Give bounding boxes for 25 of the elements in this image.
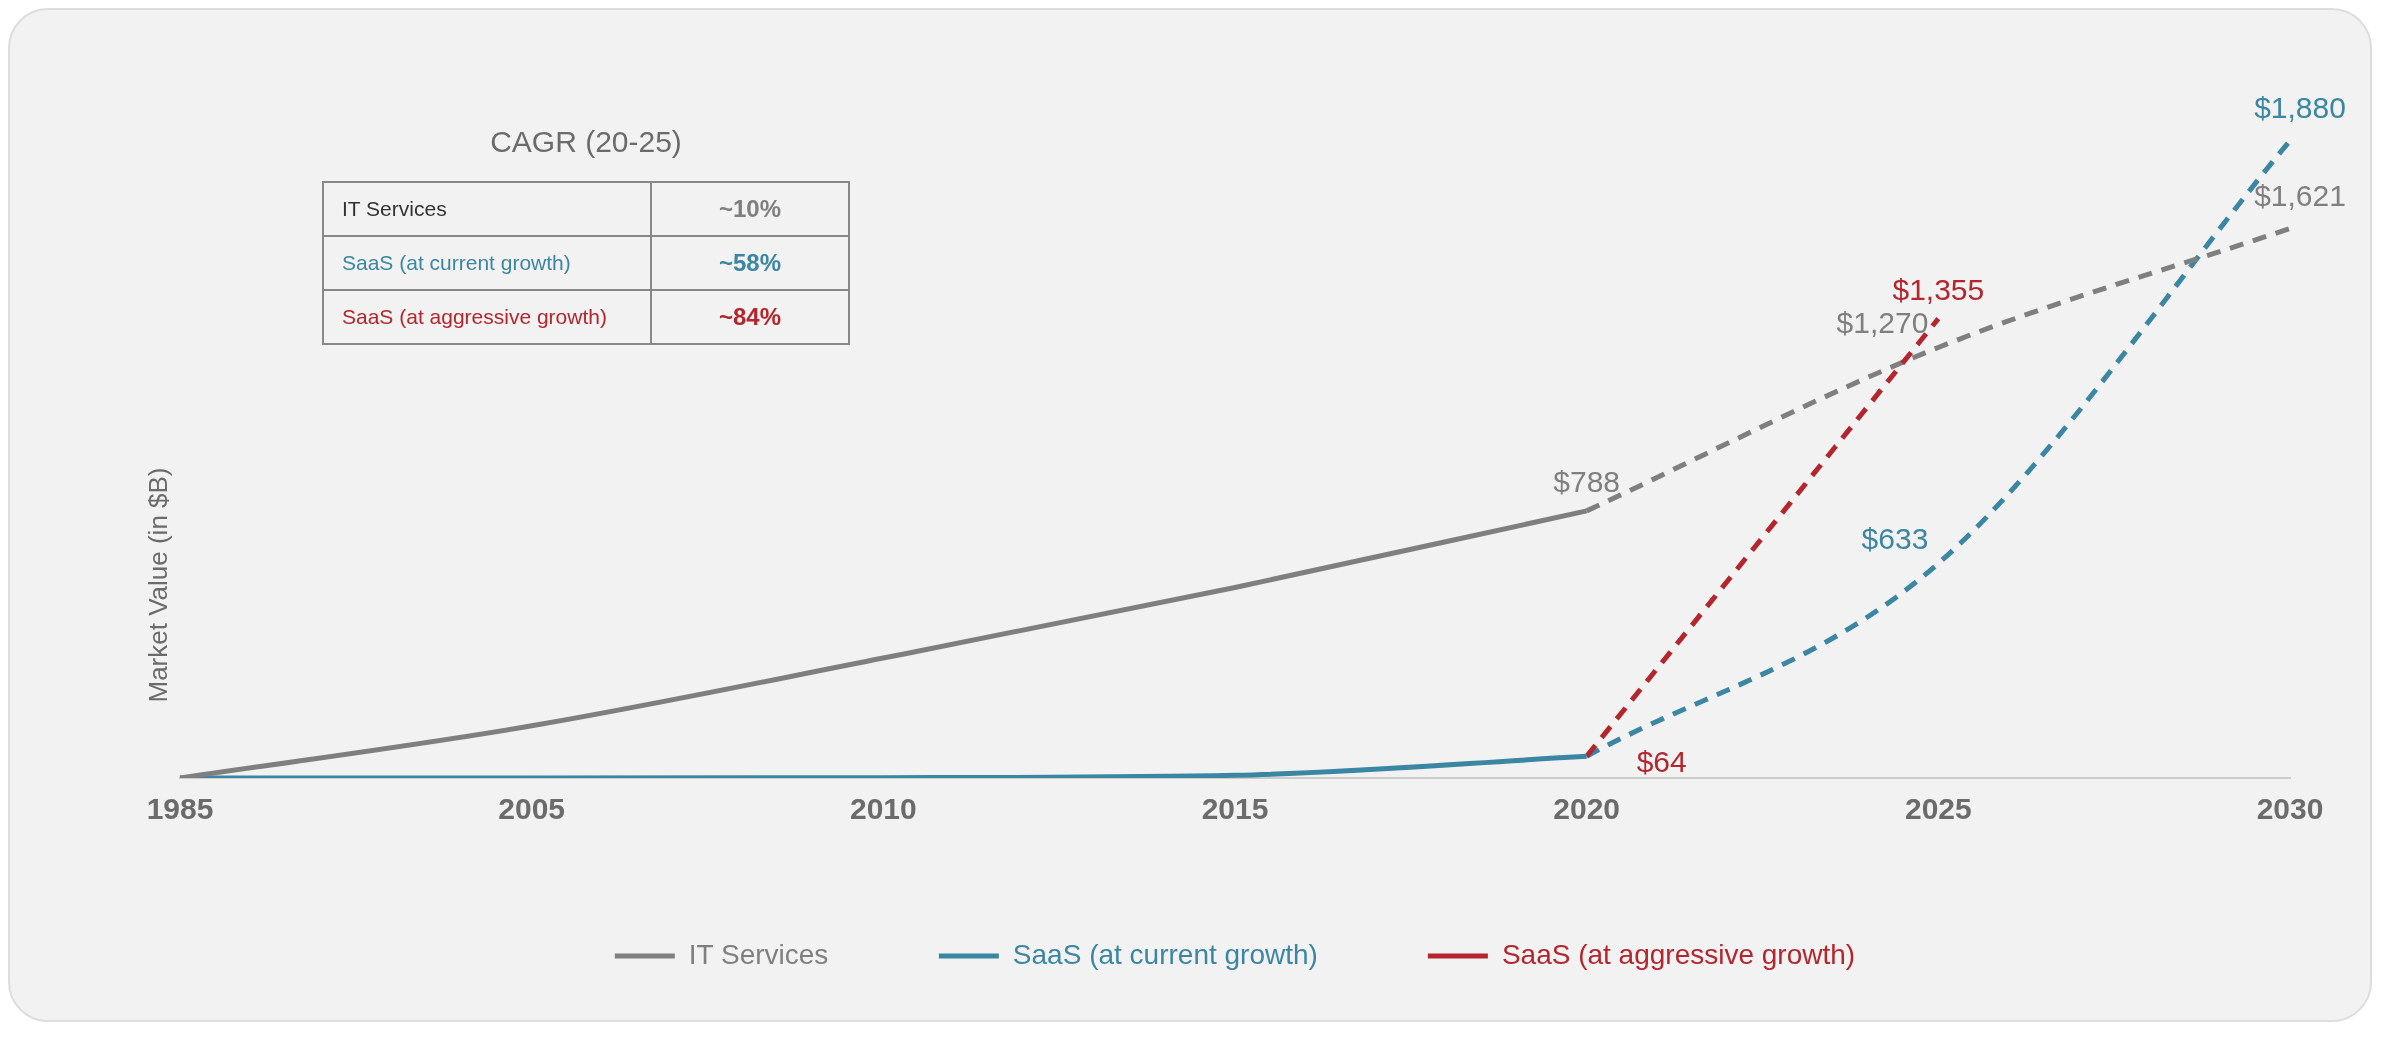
legend-label: IT Services: [688, 938, 829, 970]
annotation: SaaS (at aggressive growth): [323, 290, 651, 344]
data-label: $1,270: [1836, 305, 1929, 339]
x-tick-label: 1985: [146, 792, 214, 826]
x-tick-label: 2015: [1201, 792, 1269, 826]
x-tick-label: 2030: [2256, 792, 2324, 826]
legend-label: SaaS (at current growth): [1012, 938, 1318, 970]
legend-label: SaaS (at aggressive growth): [1501, 938, 1856, 970]
data-label: $788: [1553, 465, 1621, 499]
annotation: ~10%: [651, 182, 849, 236]
data-label: $633: [1861, 521, 1929, 555]
x-tick-label: 2020: [1553, 792, 1621, 826]
annotation: ~58%: [651, 236, 849, 290]
x-tick-label: 2025: [1904, 792, 1972, 826]
x-tick-label: 2010: [849, 792, 917, 826]
data-label: $1,880: [2254, 90, 2346, 124]
annotation: IT Services: [323, 182, 651, 236]
annotation: ~84%: [651, 290, 849, 344]
data-label: $1,355: [1892, 272, 1985, 306]
data-label: $64: [1636, 744, 1687, 778]
y-axis-title: Market Value (in $B): [142, 467, 174, 703]
data-label: $1,621: [2254, 178, 2346, 212]
annotation: CAGR (20-25): [489, 125, 683, 159]
x-tick-label: 2005: [498, 792, 566, 826]
annotation: SaaS (at current growth): [323, 236, 651, 290]
